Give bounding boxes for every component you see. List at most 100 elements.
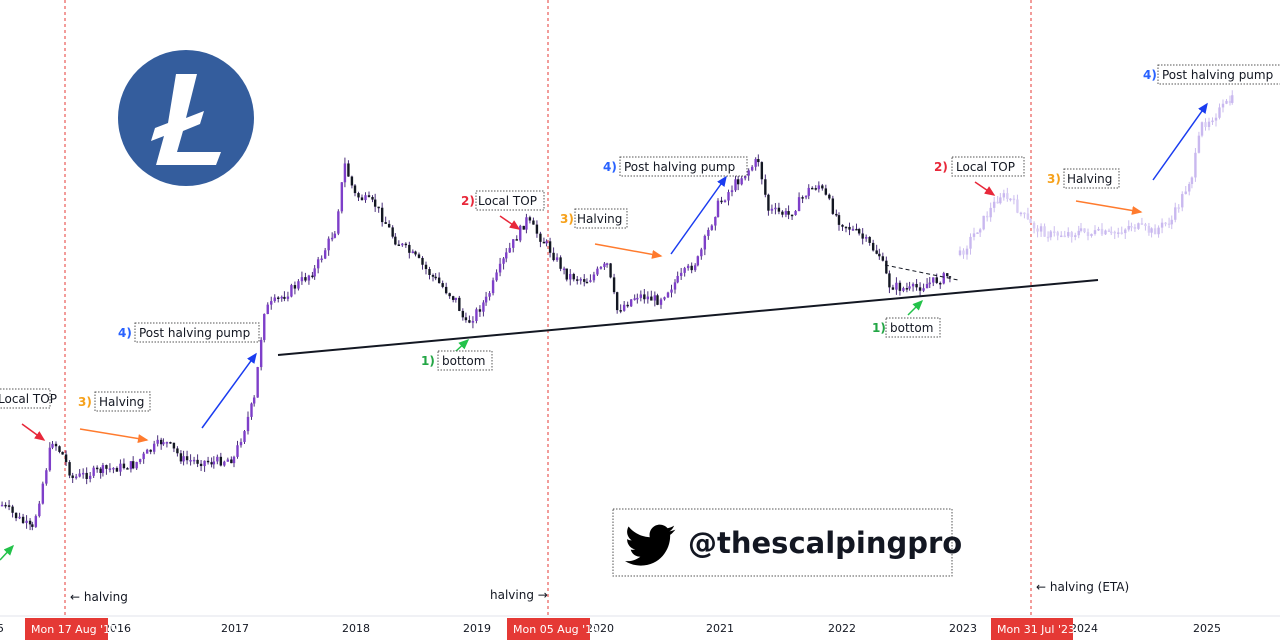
candle-body (740, 178, 743, 185)
candle-body (505, 252, 508, 259)
candle-body (653, 295, 657, 301)
label-pump-2: 4) Post halving pump (603, 156, 748, 177)
candle-body (572, 274, 575, 280)
halving-label-2023: ← halving (ETA) (1036, 580, 1129, 594)
candle-body (330, 237, 334, 240)
candle-body (612, 277, 616, 293)
candle-body (1174, 207, 1177, 220)
candle-body (1104, 230, 1107, 235)
candle-body (129, 461, 133, 470)
candle-body (935, 277, 938, 283)
candle-body (448, 293, 451, 297)
candle-body (757, 159, 760, 163)
halving-date-label-2015: Mon 17 Aug '15 (25, 618, 117, 640)
candle-body (243, 431, 246, 442)
candle-body (915, 283, 918, 288)
label-halving-1: 3) Halving (78, 391, 151, 412)
x-tick-label: 2022 (828, 622, 856, 635)
candle-body (535, 224, 539, 234)
candle-body (327, 238, 330, 251)
candle-body (864, 237, 868, 239)
candle-body (615, 292, 619, 311)
candle-body (263, 314, 266, 340)
label-text: bottom (890, 321, 933, 335)
candle-body (169, 442, 172, 444)
candle-body (1046, 236, 1050, 239)
candle-body (1167, 223, 1171, 226)
candle-body (1107, 230, 1111, 233)
candle-body (1150, 228, 1153, 233)
candle-body (230, 459, 233, 464)
candle-body (898, 282, 902, 291)
candle-body (844, 226, 848, 229)
candle-body (1053, 231, 1056, 233)
candle-body (1002, 193, 1006, 198)
candle-body (401, 243, 404, 246)
candle-body (619, 310, 622, 312)
candle-body (939, 282, 942, 285)
x-tick-label: 2025 (1193, 622, 1221, 635)
candle-body (589, 280, 592, 282)
candle-body (320, 258, 323, 261)
candle-body (784, 211, 788, 215)
candle-body (885, 260, 888, 274)
candle-body (743, 175, 747, 179)
candle-body (861, 233, 864, 239)
candle-body (101, 465, 105, 473)
candle-body (1049, 231, 1052, 238)
candle-body (1067, 232, 1070, 237)
candle-body (646, 296, 650, 300)
label-num: 4) (603, 160, 617, 174)
candle-body (1207, 121, 1211, 127)
candle-body (942, 273, 945, 284)
candle-body (730, 190, 734, 193)
candle-body (579, 279, 582, 281)
candle-body (710, 225, 714, 230)
candle-body (165, 442, 169, 444)
candle-body (1231, 95, 1234, 103)
candle-body (1221, 103, 1225, 108)
candle-body (603, 263, 606, 268)
candle-body (888, 273, 891, 288)
candle-body (807, 187, 810, 196)
date-text: Mon 17 Aug '15 (31, 623, 117, 636)
candle-body (226, 459, 230, 462)
candle-body (373, 199, 377, 207)
label-text: Halving (99, 395, 144, 409)
candle-body (1157, 227, 1160, 235)
candle-body (122, 463, 126, 469)
candle-body (384, 222, 387, 224)
arrow-local-top-3 (974, 181, 996, 196)
candle-body (246, 416, 250, 432)
candle-body (461, 310, 465, 318)
candle-body (85, 472, 88, 479)
candle-body (982, 215, 985, 230)
candle-body (185, 456, 189, 461)
candle-body (1029, 219, 1032, 223)
candle-body (656, 295, 659, 305)
candle-body (286, 296, 290, 299)
candle-body (397, 244, 401, 246)
candle-body (696, 256, 700, 266)
candle-body (1184, 191, 1187, 195)
candle-body (1009, 198, 1012, 201)
minor-dashed-trendline (884, 264, 959, 281)
candle-body (532, 220, 535, 225)
candle-body (1063, 235, 1066, 238)
candle-body (562, 268, 566, 271)
candle-body (814, 188, 817, 190)
candle-body (1070, 232, 1073, 237)
candle-body (41, 483, 45, 504)
candle-body (25, 520, 28, 523)
candle-body (252, 397, 256, 404)
candle-body (236, 445, 239, 457)
candle-body (441, 283, 444, 287)
candle-body (555, 257, 559, 261)
candle-body (434, 276, 437, 279)
candle-body (948, 276, 952, 278)
candle-body (777, 207, 781, 212)
candle-body (855, 228, 858, 231)
candle-body (911, 283, 915, 287)
candle-body (61, 451, 64, 455)
candle-body (1006, 193, 1009, 199)
